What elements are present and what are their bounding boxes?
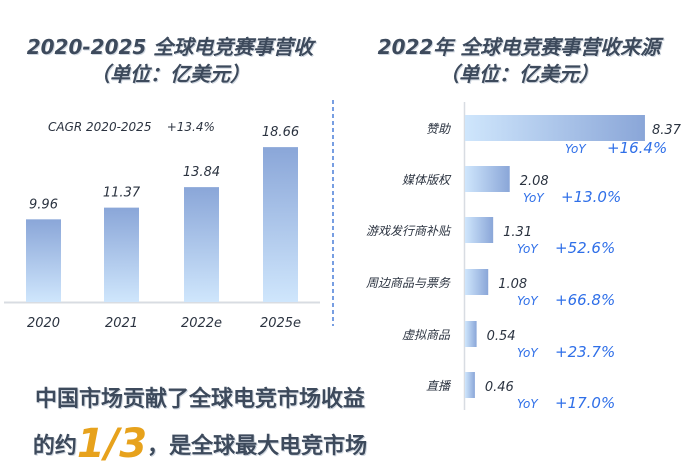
yoy-label: YoY — [565, 142, 587, 156]
category-label: 直播 — [426, 379, 452, 393]
bar-虚拟商品 — [465, 321, 477, 347]
bar-赞助 — [465, 115, 645, 141]
category-label: 媒体版权 — [402, 173, 452, 187]
bar-value-label: 8.37 — [652, 123, 682, 138]
yoy-value: +23.7% — [555, 343, 615, 361]
yoy-label: YoY — [517, 397, 539, 411]
yoy-value: +17.0% — [555, 394, 615, 412]
x-tick-label: 2020 — [27, 316, 60, 331]
bar-直播 — [465, 372, 475, 398]
yoy-label: YoY — [523, 191, 545, 205]
bar-2025e — [263, 147, 298, 302]
footer-post: ，是全球最大电竞市场 — [147, 434, 368, 459]
left-subtitle-text: （单位：亿美元） — [90, 62, 250, 86]
yoy-value: +52.6% — [555, 239, 615, 257]
right-chart-title: 2022年 全球电竞赛事营收来源 （单位：亿美元） — [350, 34, 688, 88]
yoy-label: YoY — [517, 346, 539, 360]
right-subtitle-text: （单位：亿美元） — [439, 62, 599, 86]
yoy-value: +66.8% — [555, 291, 615, 309]
bar-2022e — [184, 187, 219, 302]
bar-value-label: 9.96 — [29, 197, 58, 212]
footer-line-1: 中国市场贡献了全球电竞市场收益 — [34, 387, 365, 412]
bar-value-label: 1.08 — [498, 277, 527, 292]
bar-value-label: 0.54 — [487, 329, 516, 344]
right-title-text: 2022年 全球电竞赛事营收来源 — [377, 35, 661, 59]
x-tick-label: 2021 — [105, 316, 138, 331]
left-title-text: 2020-2025 全球电竞赛事营收 — [26, 35, 314, 59]
bar-周边商品与票务 — [465, 269, 489, 295]
footer-statement: 中国市场贡献了全球电竞市场收益 的约1/3，是全球最大电竞市场 — [0, 378, 400, 469]
yoy-value: +16.4% — [607, 139, 667, 157]
footer-pre: 的约 — [32, 434, 77, 459]
bar-value-label: 18.66 — [262, 125, 299, 140]
x-tick-label: 2022e — [181, 316, 222, 331]
bar-媒体版权 — [465, 166, 510, 192]
footer-line-2: 的约1/3，是全球最大电竞市场 — [0, 422, 400, 469]
bar-游戏发行商补贴 — [465, 217, 494, 243]
category-label: 周边商品与票务 — [366, 276, 451, 290]
yoy-label: YoY — [517, 242, 539, 256]
footer-fraction-highlight: 1/3 — [76, 421, 148, 467]
bar-value-label: 0.46 — [485, 380, 514, 395]
bar-value-label: 1.31 — [503, 225, 532, 240]
left-chart-title: 2020-2025 全球电竞赛事营收 （单位：亿美元） — [0, 34, 340, 88]
category-label: 赞助 — [426, 122, 451, 136]
bar-2020 — [26, 219, 61, 302]
yoy-label: YoY — [517, 294, 539, 308]
bar-2021 — [104, 207, 139, 302]
category-label: 游戏发行商补贴 — [366, 224, 452, 238]
x-tick-label: 2025e — [260, 316, 301, 331]
yoy-value: +13.0% — [561, 188, 621, 206]
category-label: 虚拟商品 — [402, 328, 451, 342]
bar-value-label: 2.08 — [520, 174, 549, 189]
bar-value-label: 11.37 — [103, 186, 141, 201]
cagr-annotation: CAGR 2020-2025 +13.4% — [48, 120, 215, 134]
bar-value-label: 13.84 — [183, 165, 220, 180]
